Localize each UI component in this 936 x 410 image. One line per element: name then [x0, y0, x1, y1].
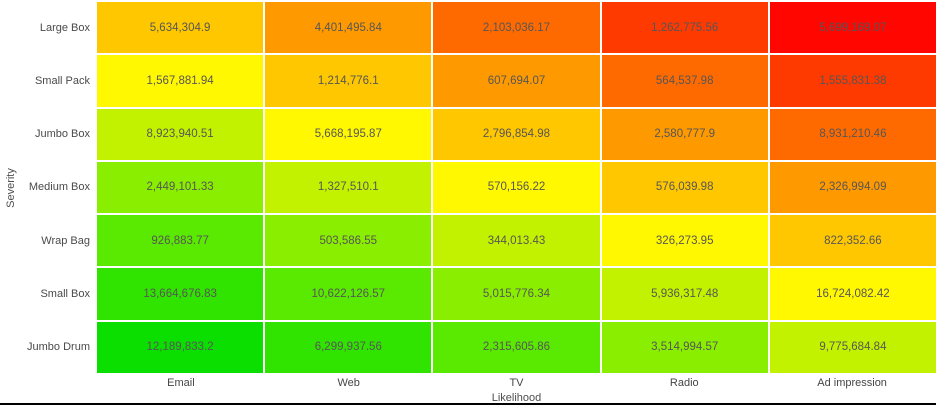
- heatmap-cell[interactable]: 5,699,169.07: [769, 2, 936, 54]
- heatmap-cell[interactable]: 2,315,605.86: [433, 321, 600, 373]
- heatmap-cell[interactable]: 1,567,881.94: [97, 55, 264, 107]
- heatmap-cell[interactable]: 8,923,940.51: [97, 108, 264, 160]
- heatmap-cell[interactable]: 570,156.22: [433, 161, 600, 214]
- x-axis-label: Email: [167, 377, 195, 389]
- y-axis-label: Jumbo Box: [34, 128, 90, 141]
- heatmap-cell[interactable]: 2,103,036.17: [433, 2, 600, 54]
- heatmap-grid: 5,634,304.9 4,401,495.84 2,103,036.17 1,262…: [97, 2, 936, 373]
- heatmap-cell[interactable]: 2,449,101.33: [97, 161, 264, 214]
- heatmap-cell[interactable]: 326,273.95: [601, 215, 768, 267]
- heatmap-cell[interactable]: 344,013.43: [433, 215, 600, 267]
- heatmap-cell[interactable]: 5,015,776.34: [433, 268, 600, 320]
- heatmap-cell[interactable]: 5,634,304.9: [97, 2, 264, 54]
- heatmap-cell[interactable]: 607,694.07: [433, 55, 600, 107]
- bottom-border-line: [0, 403, 936, 405]
- heatmap-cell[interactable]: 1,262,775.56: [601, 2, 768, 54]
- heatmap-cell[interactable]: 16,724,082.42: [769, 268, 936, 320]
- x-axis-label: Radio: [669, 377, 699, 389]
- heatmap-cell[interactable]: 503,586.55: [265, 215, 432, 267]
- heatmap-cell[interactable]: 9,775,684.84: [769, 321, 936, 373]
- y-axis-label: Wrap Bag: [41, 234, 90, 247]
- heatmap-cell[interactable]: 2,580,777.9: [601, 108, 768, 160]
- y-axis-label: Small Pack: [34, 74, 90, 87]
- heatmap-cell[interactable]: 10,622,126.57: [265, 268, 432, 320]
- y-axis-label: Jumbo Drum: [27, 341, 90, 354]
- heatmap-cell[interactable]: 1,214,776.1: [265, 55, 432, 107]
- heatmap-cell[interactable]: 8,931,210.46: [769, 108, 936, 160]
- heatmap-cell[interactable]: 2,326,994.09: [769, 161, 936, 214]
- heatmap-cell[interactable]: 564,537.98: [601, 55, 768, 107]
- y-axis-label: Medium Box: [28, 181, 90, 194]
- heatmap-cell[interactable]: 1,555,831.38: [769, 55, 936, 107]
- y-axis-labels: Large Box Small Pack Jumbo Box Medium Box Wr…: [0, 2, 92, 373]
- heatmap-cell[interactable]: 5,668,195.87: [265, 108, 432, 160]
- x-axis-label: Ad impression: [817, 377, 887, 389]
- heatmap-cell[interactable]: 6,299,937.56: [265, 321, 432, 373]
- heatmap-cell[interactable]: 2,796,854.98: [433, 108, 600, 160]
- heatmap-cell[interactable]: 13,664,676.83: [97, 268, 264, 320]
- heatmap-cell[interactable]: 1,327,510.1: [265, 161, 432, 214]
- heatmap-cell[interactable]: 12,189,833.2: [97, 321, 264, 373]
- y-axis-label: Small Box: [40, 288, 90, 301]
- x-axis-title: Likelihood: [491, 392, 542, 404]
- heatmap-cell[interactable]: 4,401,495.84: [265, 2, 432, 54]
- y-axis-label: Large Box: [39, 21, 90, 34]
- x-axis-label: Web: [337, 377, 360, 389]
- x-axis-labels: Email Web TV Radio Ad impression: [97, 377, 936, 389]
- heatmap-cell[interactable]: 926,883.77: [97, 215, 264, 267]
- heatmap-cell[interactable]: 5,936,317.48: [601, 268, 768, 320]
- heatmap-cell[interactable]: 576,039.98: [601, 161, 768, 214]
- x-axis-label: TV: [509, 377, 524, 389]
- heatmap-cell[interactable]: 822,352.66: [769, 215, 936, 267]
- heatmap-cell[interactable]: 3,514,994.57: [601, 321, 768, 373]
